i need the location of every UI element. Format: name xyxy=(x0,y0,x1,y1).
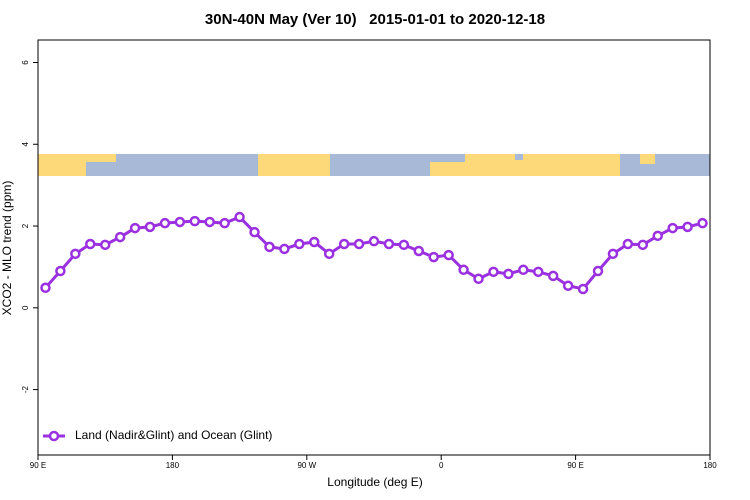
legend-marker xyxy=(48,430,60,442)
y-tick-label: 2 xyxy=(21,223,30,228)
data-point xyxy=(114,231,126,243)
chart-title: 30N-40N May (Ver 10) 2015-01-01 to 2020-… xyxy=(205,11,545,28)
data-point xyxy=(667,222,678,234)
data-point xyxy=(129,222,141,234)
data-point xyxy=(144,221,156,233)
data-point xyxy=(368,235,380,247)
data-point xyxy=(443,249,454,261)
data-point xyxy=(70,248,81,260)
plot-frame xyxy=(37,39,711,456)
x-tick-label: 0 xyxy=(439,461,444,470)
data-point xyxy=(473,273,484,285)
data-point xyxy=(383,238,395,250)
data-point xyxy=(174,216,186,228)
x-tick-label: 90 E xyxy=(30,461,46,470)
data-point xyxy=(533,266,544,278)
data-point xyxy=(562,280,574,291)
data-point xyxy=(547,270,559,282)
data-point xyxy=(577,283,589,295)
data-point xyxy=(99,239,111,251)
data-point xyxy=(413,245,425,257)
y-tick-label: 0 xyxy=(21,305,30,310)
data-point xyxy=(264,241,275,253)
data-point xyxy=(398,239,410,251)
legend-label: Land (Nadir&Glint) and Ocean (Glint) xyxy=(75,428,272,442)
map-band xyxy=(38,154,710,176)
data-point xyxy=(518,264,529,276)
data-point xyxy=(323,248,335,260)
data-point xyxy=(488,266,499,278)
x-axis-label: Longitude (deg E) xyxy=(327,475,422,489)
x-tick-label: 90 W xyxy=(297,461,316,470)
data-point xyxy=(637,239,649,251)
data-point xyxy=(219,217,230,229)
y-axis-label: XCO2 - MLO trend (ppm) xyxy=(0,181,14,316)
series-line xyxy=(44,215,703,291)
data-point xyxy=(682,221,693,233)
data-point xyxy=(55,265,66,277)
data-point xyxy=(592,265,604,277)
data-point xyxy=(428,251,439,263)
x-tick-label: 180 xyxy=(703,461,717,470)
data-point xyxy=(458,264,469,276)
data-point xyxy=(85,238,96,250)
data-point xyxy=(294,238,305,250)
data-point xyxy=(607,248,619,260)
data-point xyxy=(338,238,350,250)
x-tick-label: 90 E xyxy=(567,461,583,470)
data-point xyxy=(249,226,260,238)
data-point xyxy=(622,238,634,250)
x-tick-label: 180 xyxy=(166,461,180,470)
data-point xyxy=(159,217,171,229)
data-point xyxy=(40,282,51,294)
data-point xyxy=(234,211,245,223)
data-point xyxy=(353,238,365,250)
data-point xyxy=(309,236,320,248)
data-point xyxy=(697,217,708,229)
data-point xyxy=(652,230,663,242)
data-point xyxy=(279,243,290,255)
y-tick-label: -2 xyxy=(21,385,30,393)
data-point xyxy=(503,268,514,280)
data-point xyxy=(204,216,215,228)
y-tick-label: 4 xyxy=(21,141,30,146)
data-point xyxy=(189,215,201,227)
y-tick-label: 6 xyxy=(21,60,30,65)
